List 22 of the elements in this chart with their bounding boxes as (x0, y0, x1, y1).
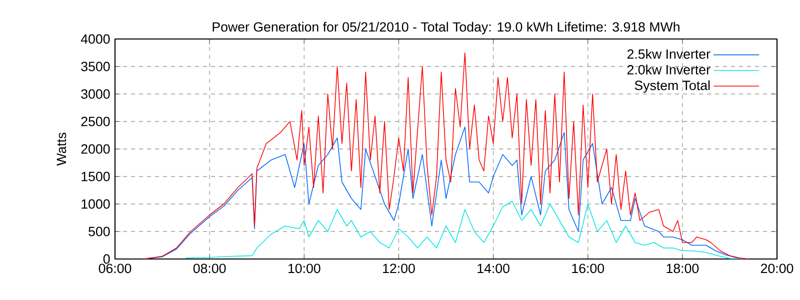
x-tick-label: 20:00 (760, 264, 794, 274)
chart-title: Power Generation for 05/21/2010 - Total Today: 19.0 kWh Lifetime: 3.918 MWh (212, 22, 680, 34)
x-tick-label: 18:00 (666, 264, 699, 274)
x-tick-label: 16:00 (572, 264, 604, 274)
x-tick-label: 08:00 (193, 264, 226, 274)
y-tick-label: 4000 (80, 34, 110, 44)
y-tick-label: 2500 (81, 116, 110, 126)
x-tick-label: 12:00 (383, 264, 415, 274)
y-tick-label: 1500 (82, 172, 110, 182)
y-tick-label: 2000 (81, 144, 110, 154)
y-tick-label: 3500 (81, 62, 110, 72)
y-tick-label: 0 (103, 254, 110, 264)
x-tick-label: 06:00 (98, 264, 132, 274)
legend-label: 2.5kw Inverter (627, 49, 710, 59)
legend-label: System Total (634, 80, 710, 93)
legend-label: 2.0kw Inverter (627, 64, 710, 74)
y-axis-title: Watts (56, 132, 66, 166)
y-tick-label: 500 (88, 226, 110, 236)
y-tick-label: 1000 (82, 199, 110, 209)
x-tick-label: 10:00 (288, 264, 320, 274)
x-tick-label: 14:00 (478, 264, 510, 274)
y-tick-label: 3000 (81, 89, 110, 99)
